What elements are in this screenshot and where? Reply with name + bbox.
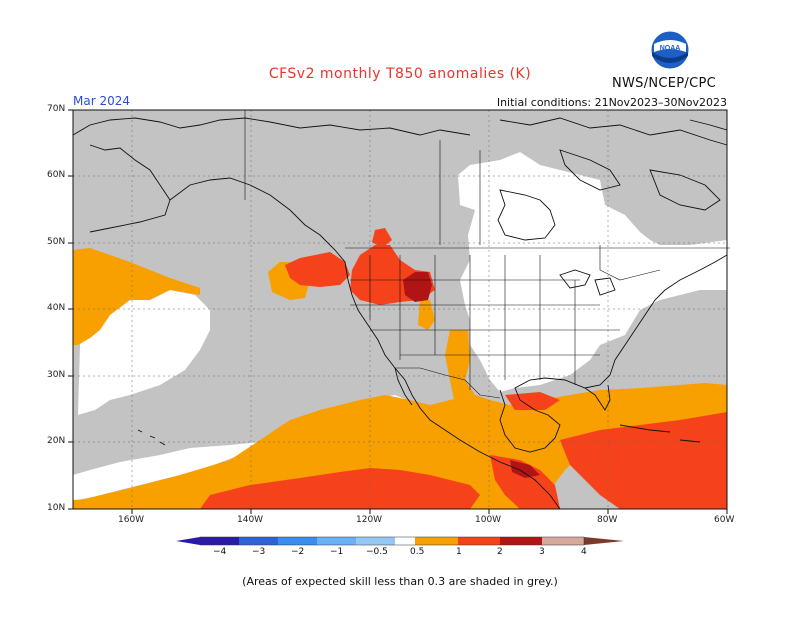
noaa-logo: NOAA	[650, 30, 690, 70]
anomaly-2-3	[403, 272, 540, 478]
forecast-month: Mar 2024	[73, 94, 130, 108]
lat-label: 50N	[47, 237, 66, 247]
colorbar-bin	[317, 537, 356, 545]
political-borders	[244, 110, 730, 399]
lon-label: 140W	[237, 515, 264, 525]
colorbar-bin	[415, 537, 458, 545]
lat-label: 70N	[47, 104, 66, 114]
colorbar-bin	[200, 537, 239, 545]
lon-label: 60W	[714, 515, 735, 525]
colorbar-bin	[542, 537, 584, 545]
initial-conditions: Initial conditions: 21Nov2023–30Nov2023	[496, 96, 727, 109]
noaa-logo-text: NOAA	[660, 45, 681, 52]
colorbar-label: 1	[456, 547, 462, 557]
lon-label: 120W	[356, 515, 383, 525]
colorbar-label: −4	[213, 547, 227, 557]
colorbar-max-arrow	[584, 537, 624, 545]
coastlines	[72, 117, 728, 510]
anomaly-05-1	[73, 248, 727, 509]
colorbar-bin	[278, 537, 317, 545]
colorbar-label: 0.5	[410, 547, 425, 557]
lat-label: 30N	[47, 370, 66, 380]
lat-ticks	[68, 109, 73, 510]
colorbar-label: 3	[539, 547, 545, 557]
colorbar-bin	[395, 537, 415, 545]
colorbar-label: 2	[497, 547, 503, 557]
colorbar-label: −0.5	[366, 547, 388, 557]
colorbar-bin	[239, 537, 278, 545]
lon-label: 80W	[597, 515, 618, 525]
colorbar-label: −3	[252, 547, 266, 557]
colorbar-min-arrow	[176, 537, 200, 545]
colorbar-bin	[356, 537, 395, 545]
lon-ticks	[131, 509, 728, 514]
lon-label: 100W	[475, 515, 502, 525]
colorbar-label: −2	[291, 547, 305, 557]
lat-label: 60N	[47, 170, 66, 180]
lat-label: 40N	[47, 303, 66, 313]
colorbar-bin	[458, 537, 500, 545]
map-title: CFSv2 monthly T850 anomalies (K)	[268, 66, 532, 82]
colorbar-label: −1	[330, 547, 344, 557]
lat-label: 20N	[47, 436, 66, 446]
agency-label: NWS/NCEP/CPC	[611, 76, 717, 91]
colorbar	[176, 536, 624, 546]
colorbar-bin	[500, 537, 542, 545]
lon-label: 160W	[118, 515, 145, 525]
skill-footnote: (Areas of expected skill less than 0.3 a…	[242, 575, 558, 588]
lat-label: 10N	[47, 503, 66, 513]
colorbar-label: 4	[581, 547, 587, 557]
anomaly-1-2	[200, 228, 727, 509]
